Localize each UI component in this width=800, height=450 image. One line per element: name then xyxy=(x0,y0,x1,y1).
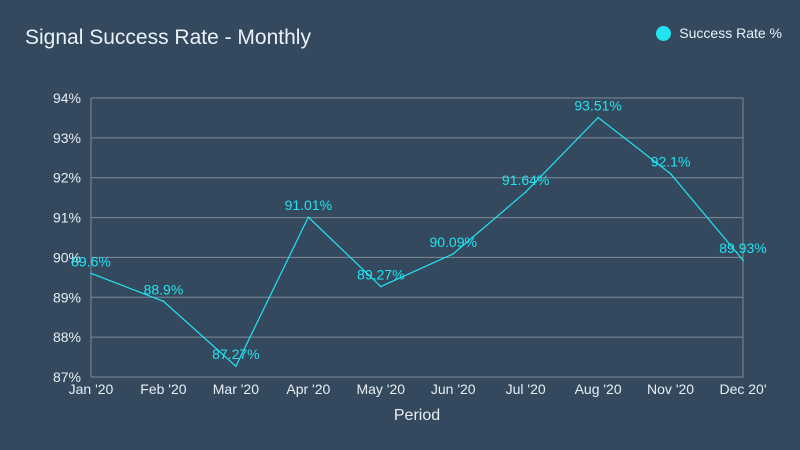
series-lines xyxy=(90,116,744,368)
data-point xyxy=(90,272,92,275)
x-axis-title: Period xyxy=(394,407,440,424)
data-label: 89.27% xyxy=(357,267,404,283)
data-labels: 89.6% 88.9% 87.27% 91.01% 89.27% 90.09% 91.64%… xyxy=(71,98,767,363)
data-label: 91.01% xyxy=(285,197,332,213)
data-label: 91.64% xyxy=(502,172,549,188)
chart-title: Signal Success Rate - Monthly xyxy=(25,26,311,49)
x-tick-label: Feb '20 xyxy=(140,381,186,397)
data-point xyxy=(162,300,165,303)
data-point xyxy=(524,191,527,193)
x-tick-label: Jul '20 xyxy=(506,381,546,397)
x-tick-label: Jun '20 xyxy=(431,381,476,397)
data-point xyxy=(307,216,310,218)
data-label: 93.51% xyxy=(574,98,621,114)
data-point xyxy=(742,259,744,262)
y-tick-label: 90% xyxy=(53,249,81,265)
legend-label-success-rate: Success Rate % xyxy=(679,25,782,41)
data-label: 92.1% xyxy=(651,154,691,170)
series-line-success-rate xyxy=(90,116,744,368)
x-tick-label: Mar '20 xyxy=(213,381,259,397)
data-label: 87.27% xyxy=(212,346,259,362)
y-tick-labels: 87% 88% 89% 90% 91% 92% 93% 94% xyxy=(53,90,81,385)
data-point xyxy=(597,116,599,119)
x-tick-labels: Jan '20 Feb '20 Mar '20 Apr '20 May '20 Jun '… xyxy=(69,381,767,397)
grid-lines xyxy=(91,97,743,378)
data-point xyxy=(235,365,237,368)
y-tick-label: 89% xyxy=(53,289,81,305)
y-tick-label: 94% xyxy=(53,90,81,106)
x-tick-label: Dec 20' xyxy=(719,381,766,397)
legend-swatch-success-rate xyxy=(656,25,672,41)
data-point xyxy=(379,285,382,288)
x-tick-label: May '20 xyxy=(356,381,405,397)
data-point xyxy=(452,253,455,255)
chart-legend: Success Rate % xyxy=(656,25,782,41)
data-label: 90.09% xyxy=(429,234,476,250)
data-label: 89.6% xyxy=(71,253,111,269)
y-tick-label: 91% xyxy=(53,210,81,226)
y-tick-label: 87% xyxy=(53,369,81,385)
x-tick-label: Aug '20 xyxy=(575,381,622,397)
data-label: 89.93% xyxy=(719,240,766,256)
data-label: 88.9% xyxy=(144,281,184,297)
x-tick-label: Nov '20 xyxy=(647,381,694,397)
x-tick-label: Apr '20 xyxy=(286,381,330,397)
data-point xyxy=(669,172,672,175)
y-tick-label: 88% xyxy=(53,329,81,345)
axes xyxy=(90,98,744,377)
y-tick-label: 93% xyxy=(53,130,81,146)
x-tick-label: Jan '20 xyxy=(69,381,114,397)
y-tick-label: 92% xyxy=(53,170,81,186)
